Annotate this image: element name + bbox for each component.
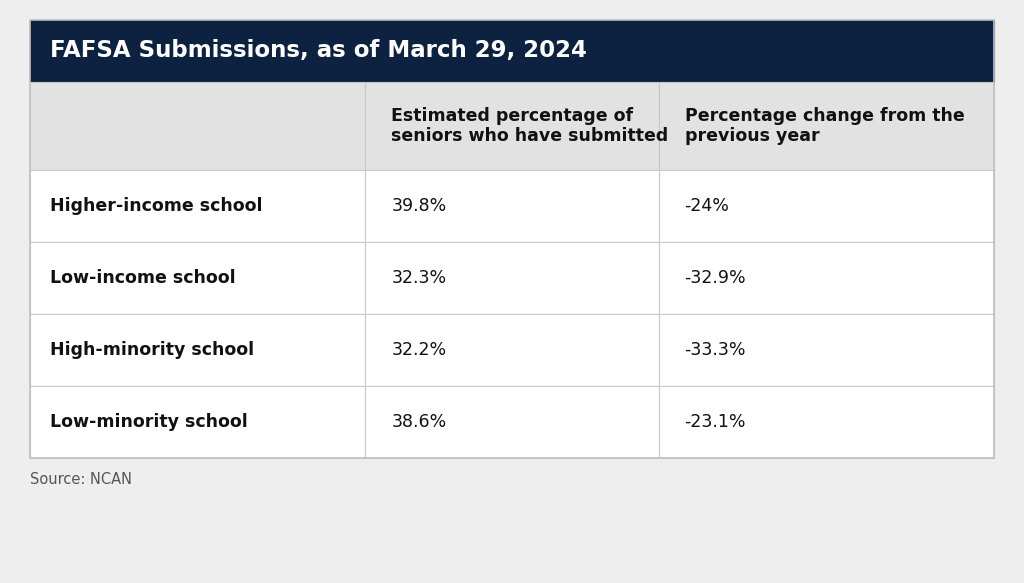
Bar — [30, 314, 366, 386]
Bar — [366, 170, 658, 242]
Bar — [30, 242, 366, 314]
Text: Low-income school: Low-income school — [50, 269, 236, 287]
Text: FAFSA Submissions, as of March 29, 2024: FAFSA Submissions, as of March 29, 2024 — [50, 40, 587, 62]
Bar — [658, 314, 994, 386]
Text: 39.8%: 39.8% — [391, 197, 446, 215]
Bar — [658, 82, 994, 170]
Text: Estimated percentage of
seniors who have submitted: Estimated percentage of seniors who have… — [391, 107, 669, 145]
Bar — [658, 386, 994, 458]
Bar — [30, 386, 366, 458]
Text: -32.9%: -32.9% — [684, 269, 746, 287]
Bar — [30, 20, 994, 82]
Text: -33.3%: -33.3% — [684, 341, 746, 359]
Bar — [366, 242, 658, 314]
Text: -23.1%: -23.1% — [684, 413, 746, 431]
Bar — [30, 82, 366, 170]
Bar — [366, 82, 658, 170]
Text: 32.2%: 32.2% — [391, 341, 446, 359]
Text: -24%: -24% — [684, 197, 729, 215]
Bar — [366, 314, 658, 386]
Bar — [658, 242, 994, 314]
Bar — [658, 170, 994, 242]
Bar — [30, 20, 994, 458]
Bar — [30, 170, 366, 242]
Text: Source: NCAN: Source: NCAN — [30, 472, 132, 487]
Bar — [366, 386, 658, 458]
Text: Low-minority school: Low-minority school — [50, 413, 248, 431]
Text: 32.3%: 32.3% — [391, 269, 446, 287]
Text: High-minority school: High-minority school — [50, 341, 254, 359]
Text: Higher-income school: Higher-income school — [50, 197, 262, 215]
Text: Percentage change from the
previous year: Percentage change from the previous year — [684, 107, 965, 145]
Text: 38.6%: 38.6% — [391, 413, 446, 431]
